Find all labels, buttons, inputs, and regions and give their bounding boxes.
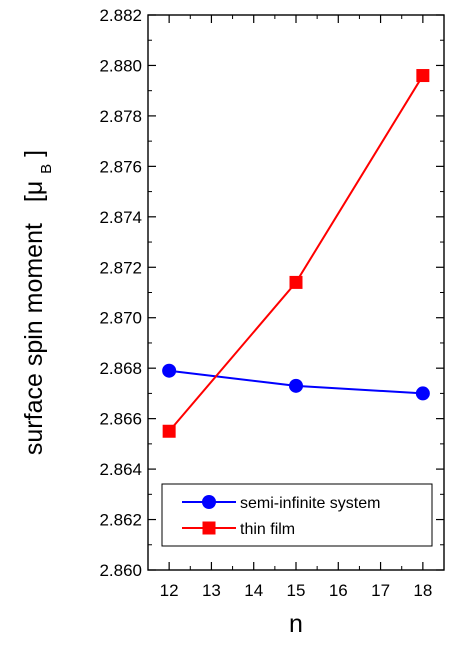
- y-tick-label: 2.876: [99, 157, 142, 176]
- y-tick-label: 2.868: [99, 359, 142, 378]
- x-tick-label: 12: [160, 581, 179, 600]
- x-tick-label: 16: [329, 581, 348, 600]
- y-tick-label: 2.860: [99, 561, 142, 580]
- x-tick-label: 18: [413, 581, 432, 600]
- data-point: [162, 424, 176, 438]
- x-tick-label: 15: [287, 581, 306, 600]
- y-axis-title-unit-prefix: [μ: [20, 181, 48, 202]
- y-axis-title-unit-suffix: ]: [20, 150, 48, 157]
- y-tick-label: 2.874: [99, 208, 142, 227]
- x-axis-title: n: [289, 610, 303, 638]
- legend-box: [161, 483, 433, 547]
- y-tick-label: 2.864: [99, 460, 142, 479]
- data-point: [289, 275, 303, 289]
- data-point: [162, 363, 177, 378]
- y-tick-label: 2.880: [99, 56, 142, 75]
- x-tick-label: 17: [371, 581, 390, 600]
- data-point: [416, 69, 430, 83]
- y-axis-title: surface spin moment [μ B ]: [20, 150, 55, 455]
- y-axis-title-unit-sub: B: [38, 164, 55, 174]
- y-tick-label: 2.862: [99, 511, 142, 530]
- y-tick-label: 2.866: [99, 410, 142, 429]
- data-point: [289, 378, 303, 393]
- legend-marker: [202, 521, 216, 535]
- y-axis-title-main: surface spin moment: [20, 223, 48, 455]
- series-line: [168, 75, 424, 432]
- y-tick-label: 2.870: [99, 309, 142, 328]
- legend: semi-infinite system thin film: [161, 483, 433, 547]
- x-tick-label: 13: [202, 581, 221, 600]
- y-tick-label: 2.882: [99, 6, 142, 25]
- data-point: [415, 386, 430, 401]
- y-tick-label: 2.872: [99, 258, 142, 277]
- legend-marker: [202, 495, 216, 509]
- legend-label: thin film: [240, 521, 295, 538]
- legend-label: semi-infinite system: [240, 495, 380, 512]
- x-tick-label: 14: [244, 581, 263, 600]
- y-tick-label: 2.878: [99, 107, 142, 126]
